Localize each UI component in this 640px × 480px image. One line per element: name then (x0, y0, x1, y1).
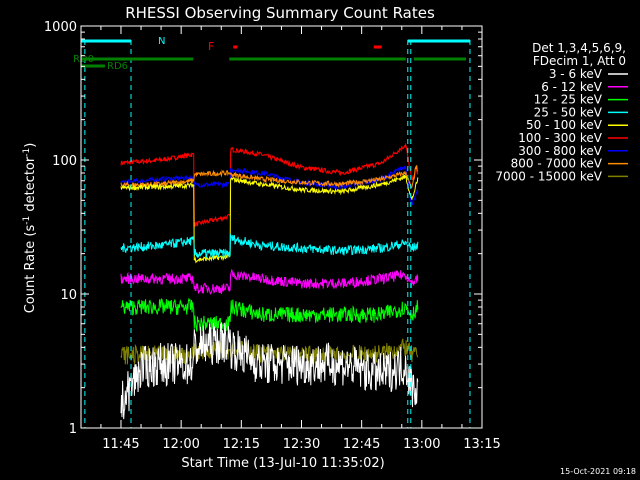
legend: Det 1,3,4,5,6,9, FDecim 1, Att 0 3 - 6 k… (495, 41, 628, 183)
legend-header-line1: Det 1,3,4,5,6,9, (532, 41, 626, 55)
y-axis-label-part3: ) (23, 143, 38, 148)
x-tick-label: 12:45 (343, 437, 380, 452)
x-tick-label: 12:30 (283, 437, 320, 452)
series-800-7000-kev (120, 165, 418, 189)
flag-layer: N F RD0 RD6 (73, 36, 470, 72)
chart-title: RHESSI Observing Summary Count Rates (125, 4, 435, 22)
series-3-6-kev (120, 322, 419, 420)
y-tick-label: 1000 (44, 20, 77, 35)
x-axis-label: Start Time (13-Jul-10 11:35:02) (181, 456, 384, 471)
y-axis-label-part1: Count Rate (s (23, 225, 38, 314)
legend-label-800-7000-kev: 800 - 7000 keV (511, 157, 603, 171)
y-tick-label: 1 (69, 422, 77, 437)
y-axis-label-sup2: -1 (22, 148, 32, 157)
legend-label-100-300-kev: 100 - 300 keV (518, 131, 602, 145)
flag-label-f: F (208, 40, 214, 53)
series-50-100-kev (120, 174, 419, 264)
legend-label-3-6-kev: 3 - 6 keV (549, 67, 603, 81)
x-tick-label: 12:15 (223, 437, 260, 452)
y-axis-label-sup1: -1 (22, 216, 32, 225)
x-tick-label: 13:00 (403, 437, 440, 452)
series-25-50-kev (120, 232, 419, 259)
legend-label-6-12-kev: 6 - 12 keV (541, 80, 603, 94)
x-tick-label: 12:00 (162, 437, 199, 452)
legend-label-300-800-kev: 300 - 800 keV (518, 144, 602, 158)
legend-header-line2: FDecim 1, Att 0 (533, 54, 626, 68)
legend-label-25-50-kev: 25 - 50 keV (534, 105, 603, 119)
legend-label-50-100-kev: 50 - 100 keV (526, 118, 603, 132)
tick-layer: 1 10 100 1000 11:45 12:00 12:15 12:30 12:45 13:00… (44, 20, 501, 452)
series-100-300-kev (120, 142, 419, 228)
y-axis-label-part2: detector (23, 156, 38, 216)
y-tick-label: 100 (52, 154, 77, 169)
flag-label-rd0: RD0 (73, 54, 94, 65)
series-300-800-kev (120, 165, 419, 206)
marker-layer (84, 40, 471, 428)
y-tick-label: 10 (60, 288, 77, 303)
series-layer (120, 142, 419, 420)
y-axis-label: Count Rate (s-1 detector-1) (22, 143, 38, 314)
series-6-12-kev (120, 268, 419, 296)
x-tick-label: 11:45 (102, 437, 139, 452)
legend-label-12-25-kev: 12 - 25 keV (534, 93, 603, 107)
legend-label-7000-15000-kev: 7000 - 15000 keV (495, 169, 602, 183)
generated-timestamp: 15-Oct-2021 09:18 (560, 467, 636, 476)
flag-label-rd6: RD6 (107, 61, 128, 72)
series-12-25-kev (120, 297, 419, 332)
x-tick-label: 13:15 (463, 437, 500, 452)
flag-label-n: N (158, 36, 165, 47)
